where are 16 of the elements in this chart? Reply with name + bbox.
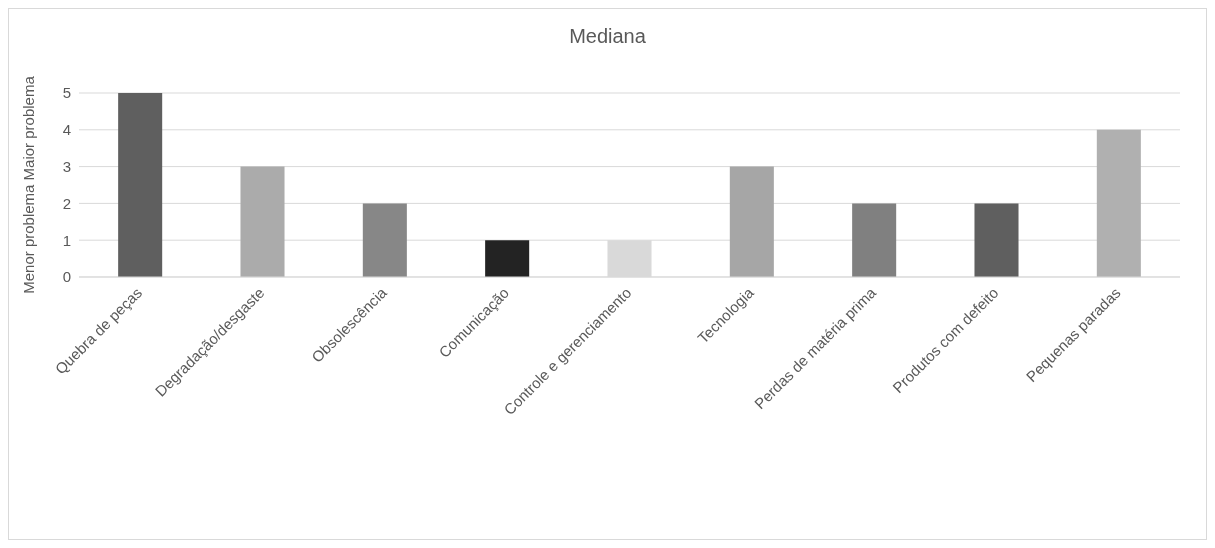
y-tick-label: 1 xyxy=(62,231,71,249)
bar xyxy=(362,203,407,277)
bar xyxy=(729,166,774,277)
y-axis-title: Menor problema Maior problema xyxy=(20,75,38,294)
y-tick-label: 2 xyxy=(62,194,71,212)
chart-title: Mediana xyxy=(568,25,647,48)
y-tick-label: 0 xyxy=(62,268,71,286)
bar xyxy=(240,166,285,277)
bar xyxy=(852,203,897,277)
y-tick-label: 5 xyxy=(62,84,71,102)
bar xyxy=(485,240,530,277)
y-tick-label: 4 xyxy=(62,121,71,139)
bar xyxy=(1096,129,1141,277)
bar xyxy=(974,203,1019,277)
y-tick-label: 3 xyxy=(62,157,71,175)
bar xyxy=(118,93,163,277)
